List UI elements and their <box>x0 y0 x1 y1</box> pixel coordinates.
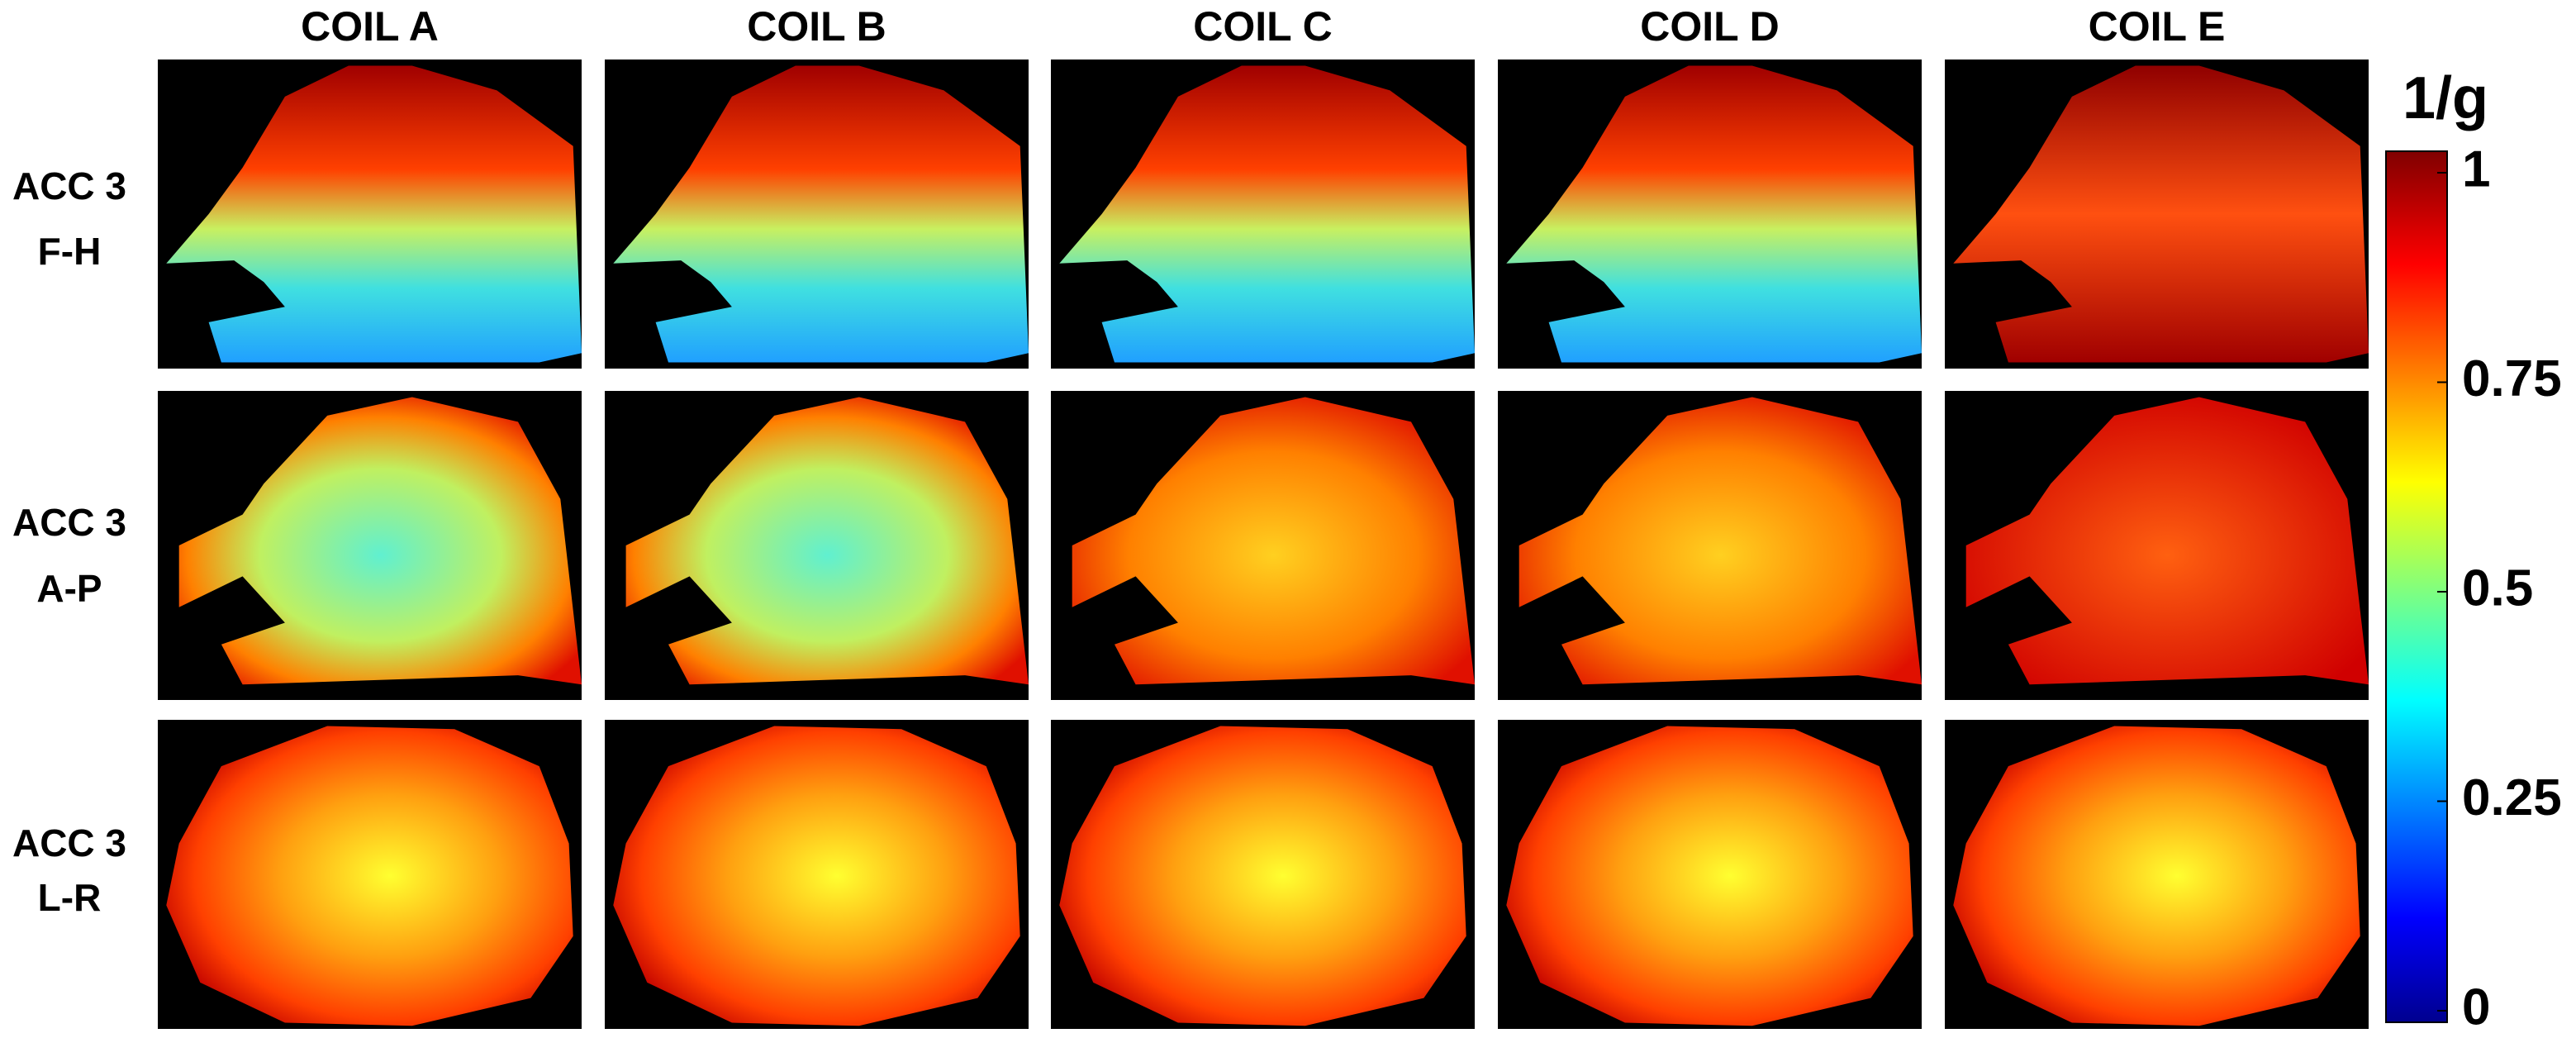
g-factor-map <box>166 65 582 363</box>
g-factor-map <box>1059 726 1466 1026</box>
colorbar-tick-label: 0.75 <box>2462 350 2562 407</box>
row-label: ACC 3 <box>12 821 126 864</box>
row-label: ACC 3 <box>12 164 126 207</box>
row-label: L-R <box>38 876 102 919</box>
g-factor-map <box>1953 65 2369 363</box>
colorbar-tick-label: 1 <box>2462 140 2490 198</box>
g-factor-map <box>1519 397 1922 685</box>
g-factor-map <box>613 65 1029 363</box>
colorbar-tick-label: 0 <box>2462 978 2490 1036</box>
g-factor-map <box>625 397 1029 685</box>
g-factor-map <box>1506 726 1913 1026</box>
colorbar-label: 1/g <box>2403 65 2488 131</box>
panels <box>158 60 2369 1029</box>
row-label: A-P <box>36 567 102 610</box>
g-factor-map <box>1965 397 2369 685</box>
g-factor-map <box>1506 65 1922 363</box>
g-factor-map <box>1953 726 2360 1026</box>
g-factor-map <box>613 726 1020 1026</box>
column-title: COIL B <box>747 3 886 50</box>
g-factor-map <box>1059 65 1475 363</box>
column-title: COIL A <box>301 3 439 50</box>
column-title: COIL D <box>1640 3 1780 50</box>
row-label: ACC 3 <box>12 501 126 544</box>
column-title: COIL C <box>1193 3 1333 50</box>
g-factor-map <box>178 397 582 685</box>
g-factor-map <box>166 726 573 1026</box>
colorbar-tick-label: 0.5 <box>2462 559 2533 617</box>
colorbar-tick-label: 0.25 <box>2462 769 2562 826</box>
column-title: COIL E <box>2089 3 2226 50</box>
g-factor-map <box>1072 397 1475 685</box>
colorbar <box>2385 150 2448 1023</box>
row-label: F-H <box>38 230 102 273</box>
